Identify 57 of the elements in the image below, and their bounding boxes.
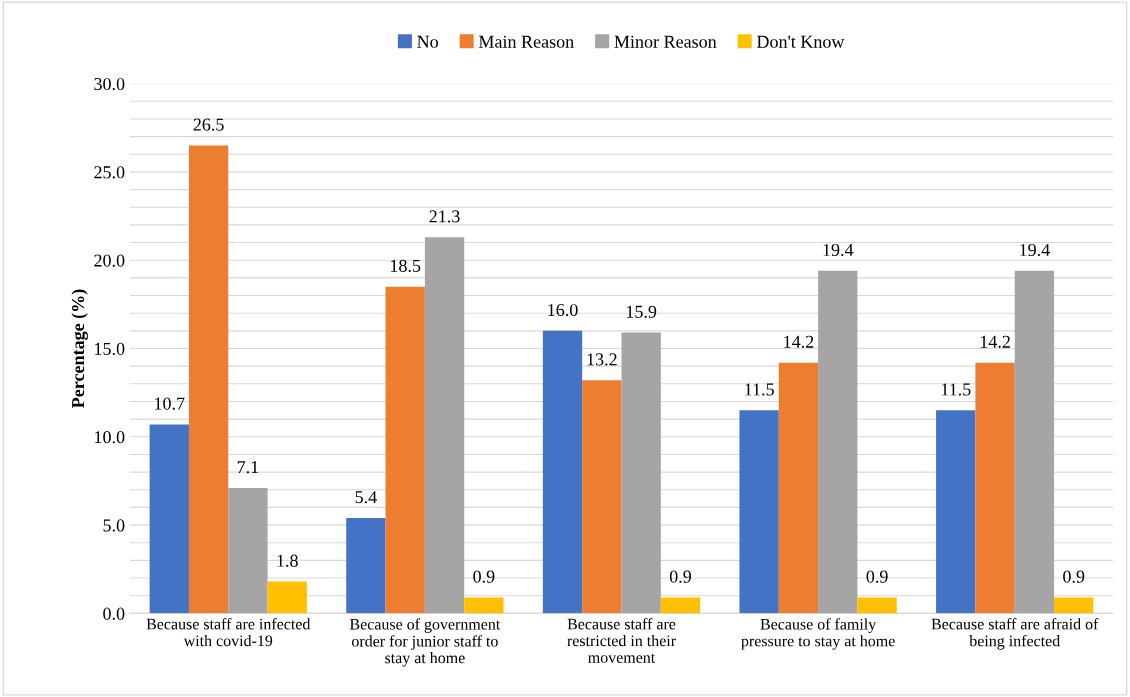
x-tick-label: Because of government order for junior staff to stay at home — [349, 618, 501, 667]
bar — [188, 145, 229, 614]
data-label: 26.5 — [193, 118, 224, 131]
bar — [582, 380, 622, 614]
bar — [778, 362, 819, 614]
bar — [424, 237, 465, 614]
data-label: 0.9 — [473, 570, 495, 583]
data-label: 14.2 — [784, 335, 814, 348]
legend-label: Main Reason — [478, 35, 574, 48]
bar — [621, 332, 661, 614]
bar — [1014, 270, 1055, 614]
bar — [660, 597, 701, 614]
data-label: 16.0 — [548, 303, 578, 317]
y-tick-label: 25.0 — [94, 166, 125, 179]
bar — [936, 410, 976, 614]
legend-label: Minor Reason — [614, 35, 717, 48]
x-tick-label: Because staff are infected with covid-19 — [146, 618, 311, 647]
bar — [267, 581, 307, 614]
y-axis-title: Percentage (%) — [71, 289, 88, 408]
y-tick-label: 10.0 — [95, 431, 125, 444]
data-label: 19.4 — [823, 243, 854, 257]
legend-label: No — [417, 35, 438, 48]
data-label: 19.4 — [1020, 243, 1050, 257]
data-label: 11.5 — [941, 383, 971, 396]
data-label: 18.5 — [391, 259, 421, 272]
data-label: 7.1 — [237, 461, 259, 474]
data-label: 0.9 — [1063, 570, 1085, 583]
x-tick-label: Because staff are afraid of being infected — [931, 618, 1099, 650]
bar — [542, 330, 583, 614]
bar — [1054, 597, 1094, 614]
y-tick-label: 0.0 — [103, 607, 125, 620]
data-label: 0.9 — [866, 570, 888, 583]
bar — [857, 597, 897, 614]
bar — [346, 518, 386, 614]
data-label: 15.9 — [626, 305, 657, 318]
y-tick-label: 15.0 — [95, 342, 125, 356]
data-label: 10.7 — [155, 397, 185, 410]
legend-label: Don't Know — [756, 35, 845, 48]
data-label: 0.9 — [669, 570, 692, 583]
x-tick-label: Because of family pressure to stay at home — [741, 618, 895, 650]
bar — [818, 270, 858, 614]
x-tick-label: Because staff are restricted in their movement — [567, 618, 676, 663]
bar — [739, 410, 779, 614]
bar — [385, 286, 425, 614]
bar — [975, 362, 1015, 614]
bar — [228, 487, 268, 614]
bar — [464, 597, 504, 614]
y-tick-label: 20.0 — [94, 254, 125, 267]
data-label: 5.4 — [355, 491, 377, 504]
data-label: 1.8 — [277, 554, 298, 567]
y-tick-label: 30.0 — [94, 77, 125, 91]
bar — [149, 424, 189, 614]
y-tick-label: 5.0 — [103, 519, 125, 532]
data-label: 14.2 — [980, 335, 1010, 348]
data-label: 21.3 — [429, 210, 460, 223]
data-label: 11.5 — [745, 383, 774, 396]
data-label: 13.2 — [587, 353, 617, 366]
